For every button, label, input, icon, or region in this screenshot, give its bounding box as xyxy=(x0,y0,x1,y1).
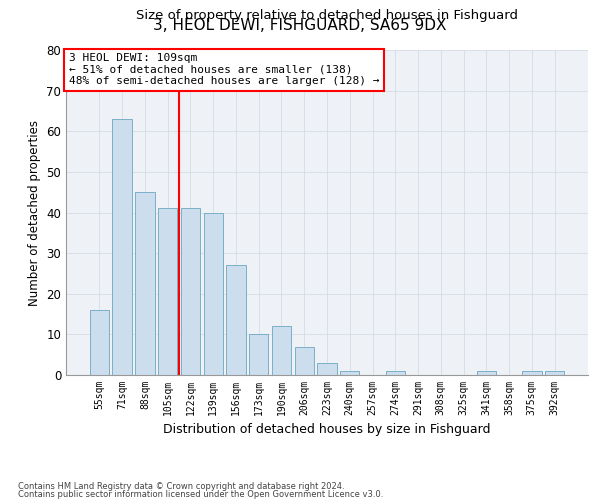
Bar xyxy=(203,212,223,375)
Text: 3, HEOL DEWI, FISHGUARD, SA65 9DX: 3, HEOL DEWI, FISHGUARD, SA65 9DX xyxy=(153,18,447,32)
Bar xyxy=(135,192,155,375)
Title: Size of property relative to detached houses in Fishguard: Size of property relative to detached ho… xyxy=(136,10,518,22)
Bar xyxy=(522,371,542,375)
Bar xyxy=(112,119,132,375)
Bar xyxy=(158,208,178,375)
Bar xyxy=(545,371,564,375)
Bar xyxy=(272,326,291,375)
Bar xyxy=(90,310,109,375)
Text: 3 HEOL DEWI: 109sqm
← 51% of detached houses are smaller (138)
48% of semi-detac: 3 HEOL DEWI: 109sqm ← 51% of detached ho… xyxy=(68,53,379,86)
Bar xyxy=(226,266,245,375)
Bar xyxy=(386,371,405,375)
Bar xyxy=(340,371,359,375)
Y-axis label: Number of detached properties: Number of detached properties xyxy=(28,120,41,306)
Bar xyxy=(249,334,268,375)
Bar xyxy=(317,363,337,375)
Bar xyxy=(476,371,496,375)
Bar xyxy=(181,208,200,375)
Text: Contains HM Land Registry data © Crown copyright and database right 2024.: Contains HM Land Registry data © Crown c… xyxy=(18,482,344,491)
Bar xyxy=(295,346,314,375)
X-axis label: Distribution of detached houses by size in Fishguard: Distribution of detached houses by size … xyxy=(163,424,491,436)
Text: Contains public sector information licensed under the Open Government Licence v3: Contains public sector information licen… xyxy=(18,490,383,499)
